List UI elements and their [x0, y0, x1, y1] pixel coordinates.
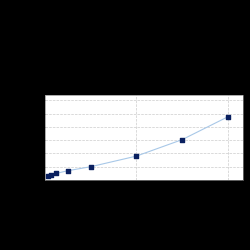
- Point: [49, 173, 53, 177]
- X-axis label: Human Rho Family GTPase 1
Concentration (ng/ml): Human Rho Family GTPase 1 Concentration …: [94, 196, 194, 210]
- Point: [66, 169, 70, 173]
- Point: [54, 171, 58, 175]
- Point: [46, 174, 50, 178]
- Point: [134, 154, 138, 158]
- Point: [226, 115, 230, 119]
- Point: [180, 138, 184, 141]
- Point: [89, 165, 93, 169]
- Y-axis label: OD: OD: [17, 132, 23, 143]
